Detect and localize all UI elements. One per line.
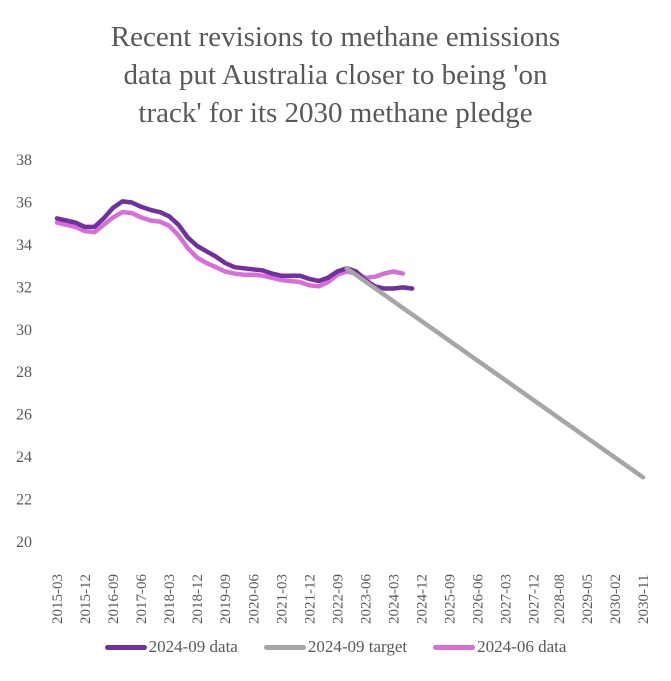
plot-area <box>54 199 646 480</box>
x-tick-label: 2020-06 <box>246 574 262 624</box>
x-tick-label: 2019-09 <box>218 574 234 624</box>
x-tick-label: 2021-12 <box>302 574 318 624</box>
series-line-2024-06-data <box>54 209 406 289</box>
x-axis: 2015-03 2015-12 2016-09 2017-06 2018-03 2018-… <box>50 574 652 624</box>
x-tick-label: 2024-12 <box>414 574 430 624</box>
x-tick-label: 2021-03 <box>274 574 290 624</box>
legend-item-2024-09-target: 2024-09 target <box>263 637 408 657</box>
legend-swatch-2024-09-data <box>104 644 147 650</box>
x-tick-label: 2015-03 <box>50 574 66 624</box>
x-tick-label: 2023-06 <box>358 574 374 624</box>
title-line-3: track' for its 2030 methane pledge <box>138 97 533 129</box>
legend-item-2024-09-data: 2024-09 data <box>104 637 238 657</box>
y-tick-label: 22 <box>16 492 32 509</box>
title-line-2: data put Australia closer to being 'on <box>123 59 548 91</box>
legend-label-2024-06-data: 2024-06 data <box>477 637 567 656</box>
y-tick-label: 20 <box>16 534 32 551</box>
x-tick-label: 2026-06 <box>471 574 487 624</box>
x-tick-label: 2025-09 <box>443 574 459 624</box>
legend-label-2024-09-data: 2024-09 data <box>148 637 238 656</box>
legend-swatch-2024-09-target <box>263 644 306 650</box>
y-tick-label: 30 <box>16 322 32 339</box>
y-tick-label: 28 <box>16 364 32 381</box>
x-tick-label: 2017-06 <box>134 574 150 624</box>
y-tick-label: 36 <box>16 194 32 211</box>
x-tick-label: 2029-05 <box>580 574 596 624</box>
x-tick-label: 2027-03 <box>499 574 515 624</box>
title-line-1: Recent revisions to methane emissions <box>110 21 561 53</box>
y-tick-label: 26 <box>16 407 32 424</box>
series-line-2024-09-target <box>344 266 646 480</box>
y-tick-label: 24 <box>16 449 32 466</box>
y-tick-label: 38 <box>16 152 32 169</box>
x-tick-label: 2030-02 <box>608 574 624 624</box>
y-tick-label: 32 <box>16 279 32 296</box>
y-tick-label: 34 <box>16 237 32 254</box>
x-tick-label: 2027-12 <box>527 574 543 624</box>
legend-label-2024-09-target: 2024-09 target <box>307 637 408 656</box>
x-tick-label: 2022-09 <box>330 574 346 624</box>
legend-item-2024-06-data: 2024-06 data <box>433 637 566 657</box>
x-tick-label: 2016-09 <box>106 574 122 624</box>
x-tick-label: 2015-12 <box>78 574 94 624</box>
y-axis: 20 22 24 26 28 30 32 34 36 38 <box>16 152 32 551</box>
x-tick-label: 2018-12 <box>190 574 206 624</box>
legend-swatch-2024-06-data <box>433 644 476 650</box>
chart-title: Recent revisions to methane emissions da… <box>0 18 671 132</box>
legend: 2024-09 data 2024-09 target 2024-06 data <box>0 637 671 657</box>
x-tick-label: 2018-03 <box>162 574 178 624</box>
x-tick-label: 2024-03 <box>386 574 402 624</box>
x-tick-label: 2030-11 <box>636 575 652 624</box>
x-tick-label: 2028-08 <box>552 574 568 624</box>
